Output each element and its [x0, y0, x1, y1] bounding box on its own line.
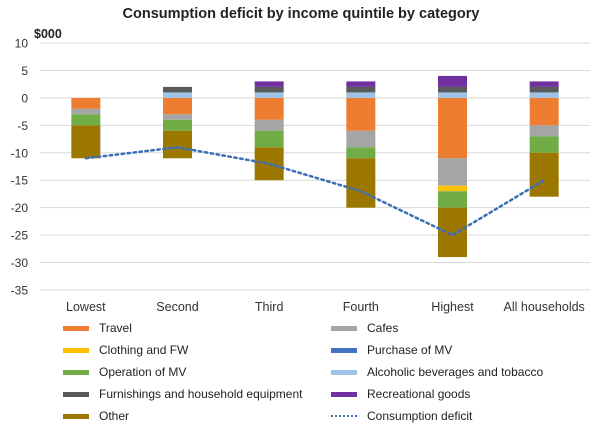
legend-swatch — [331, 415, 357, 417]
legend-swatch — [63, 347, 89, 353]
y-tick-label: 10 — [15, 37, 29, 51]
legend-item: Other — [63, 408, 129, 424]
bar-segment — [529, 125, 559, 137]
legend-item: Consumption deficit — [331, 408, 472, 424]
bar-segment — [529, 86, 559, 93]
bar-segment — [346, 97, 376, 131]
y-tick-label: -15 — [11, 174, 29, 188]
y-tick-label: -10 — [11, 146, 29, 160]
x-tick-label: Second — [156, 300, 198, 314]
bar-segment — [254, 86, 284, 93]
legend-item: Operation of MV — [63, 364, 186, 380]
legend-swatch — [331, 325, 357, 331]
bar-segment — [346, 130, 376, 148]
legend-item: Travel — [63, 320, 132, 336]
bar-segment — [529, 152, 559, 197]
legend-swatch — [63, 391, 89, 397]
bar-segment — [529, 136, 559, 153]
y-tick-label: 0 — [21, 91, 28, 105]
legend-label: Recreational goods — [367, 387, 471, 401]
bar-segment — [438, 97, 467, 159]
bar-segment — [163, 119, 192, 131]
y-tick-label: -5 — [17, 119, 28, 133]
legend-label: Cafes — [367, 321, 399, 335]
y-tick-label: -25 — [11, 229, 29, 243]
bar-segment — [529, 97, 559, 126]
bar-segment — [254, 92, 284, 98]
legend-label: Consumption deficit — [367, 409, 473, 423]
legend-swatch — [63, 325, 89, 331]
bar-segment — [254, 97, 284, 120]
bar-segment — [346, 86, 376, 93]
chart-title: Consumption deficit by income quintile b… — [122, 6, 480, 22]
bar-segment — [254, 130, 284, 148]
bar-segment — [163, 114, 192, 120]
x-tick-label: Fourth — [343, 300, 379, 314]
legend-label: Alcoholic beverages and tobacco — [367, 365, 544, 379]
bar-segment — [254, 119, 284, 131]
legend-swatch — [331, 347, 357, 353]
x-tick-label: Highest — [431, 300, 474, 314]
x-tick-label: Lowest — [66, 300, 106, 314]
x-tick-label: All households — [504, 300, 585, 314]
bar-segment — [163, 130, 192, 159]
consumption-deficit-line — [84, 146, 546, 237]
bar-segment — [346, 92, 376, 98]
legend-item: Furnishings and household equipment — [63, 386, 302, 402]
y-axis-unit-label: $000 — [34, 27, 62, 41]
bar-segment — [438, 75, 467, 87]
y-tick-label: -35 — [11, 284, 29, 298]
chart-legend: Travel Cafes Clothing and FW Purchase of MV… — [0, 320, 602, 430]
bar-segment — [71, 97, 101, 109]
legend-item: Alcoholic beverages and tobacco — [331, 364, 543, 380]
legend-item: Purchase of MV — [331, 342, 452, 358]
bar-segment — [529, 81, 559, 87]
bar-segment — [438, 92, 467, 98]
bar-segment — [163, 86, 192, 93]
y-tick-label: -20 — [11, 201, 29, 215]
x-tick-label: Third — [255, 300, 284, 314]
bar-segment — [346, 147, 376, 159]
bar-segment — [71, 108, 101, 115]
legend-label: Furnishings and household equipment — [99, 387, 303, 401]
legend-label: Clothing and FW — [99, 343, 189, 357]
y-tick-label: -30 — [11, 256, 29, 270]
bar-segment — [71, 125, 101, 159]
legend-label: Purchase of MV — [367, 343, 453, 357]
legend-label: Travel — [99, 321, 132, 335]
y-tick-label: 5 — [21, 64, 28, 78]
legend-swatch — [331, 391, 357, 397]
bar-segment — [438, 191, 467, 208]
legend-swatch — [331, 369, 357, 375]
legend-label: Operation of MV — [99, 365, 187, 379]
bar-segment — [438, 207, 467, 258]
legend-swatch — [63, 413, 89, 419]
bar-segment — [254, 81, 284, 87]
legend-label: Other — [99, 409, 130, 423]
bar-segment — [163, 97, 192, 115]
bar-segment — [438, 185, 467, 192]
bar-segment — [438, 86, 467, 93]
bar-segment — [529, 92, 559, 98]
bar-segment — [346, 158, 376, 208]
bar-segment — [163, 92, 192, 98]
bar-segment — [71, 114, 101, 126]
bar-segment — [438, 158, 467, 186]
legend-item: Cafes — [331, 320, 398, 336]
legend-item: Recreational goods — [331, 386, 470, 402]
legend-item: Clothing and FW — [63, 342, 188, 358]
bar-segment — [346, 81, 376, 87]
legend-swatch — [63, 369, 89, 375]
